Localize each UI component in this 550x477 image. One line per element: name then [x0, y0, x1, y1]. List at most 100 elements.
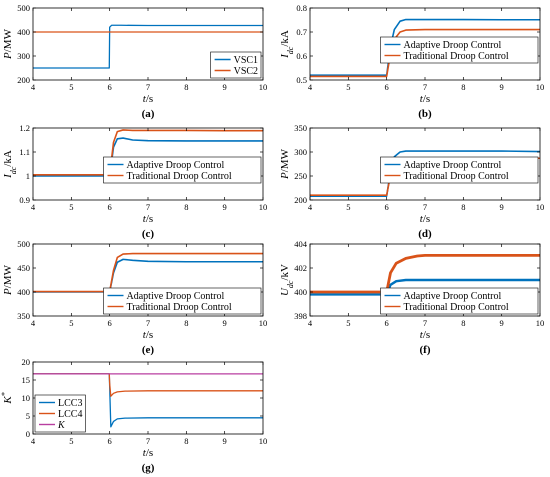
x-tick-label: 6 [108, 318, 112, 328]
y-tick-label: 15 [22, 375, 31, 385]
chart-e: 4 5 6 7 8 9 10 350 400 450 500 P/MW t/s (e) Adaptive D… [2, 239, 267, 356]
chart-f: 4 5 6 7 8 9 10 398 400 402 404 Udc/kV t/s (f) Adaptive… [279, 239, 544, 356]
y-tick-label: 450 [17, 263, 30, 273]
y-tick-label: 500 [17, 3, 30, 13]
series-group [33, 252, 263, 293]
y-tick-label: 400 [17, 27, 30, 37]
series-line-adaptive-droop-control [310, 18, 540, 76]
subfigure-label: (a) [142, 108, 155, 120]
x-tick-label: 9 [500, 82, 504, 92]
x-tick-label: 5 [69, 82, 73, 92]
x-tick-label: 8 [461, 82, 465, 92]
y-tick-label: 398 [294, 311, 307, 321]
chart-d: 4 5 6 7 8 9 10 200 250 300 350 P/MW t/s (d) Adaptive D… [279, 123, 544, 240]
x-axis-label: t/s [143, 447, 153, 459]
x-axis-label: t/s [143, 213, 153, 225]
y-tick-label: 350 [294, 123, 307, 133]
y-tick-label: 400 [294, 287, 307, 297]
series-line-lcc4 [33, 373, 263, 397]
x-tick-label: 9 [500, 202, 504, 212]
y-axis-label: P/MW [279, 148, 291, 180]
x-tick-label: 10 [259, 436, 268, 446]
y-tick-label: 0.6 [296, 51, 307, 61]
x-tick-label: 5 [69, 318, 73, 328]
legend-label: VSC1 [234, 55, 258, 66]
legend-box [380, 287, 539, 315]
subfigure-label: (g) [142, 462, 155, 474]
series-line-adaptive-droop-control [310, 278, 540, 296]
x-tick-label: 7 [423, 202, 427, 212]
x-tick-label: 4 [308, 82, 313, 92]
y-tick-label: 300 [17, 51, 30, 61]
y-tick-label: 0.8 [296, 3, 307, 13]
subfigure-label: (e) [142, 344, 155, 356]
x-tick-label: 9 [223, 202, 227, 212]
series-line-traditional-droop-control [33, 129, 263, 176]
y-tick-label: 404 [294, 239, 308, 249]
y-axis-label: K* [0, 392, 14, 404]
y-tick-label: 0.9 [19, 195, 30, 205]
y-tick-label: 0.7 [296, 27, 307, 37]
y-tick-label: 1 [26, 171, 30, 181]
series-line-traditional-droop-control [310, 253, 540, 294]
x-tick-label: 8 [461, 318, 465, 328]
x-tick-label: 5 [69, 436, 73, 446]
x-axis-label: t/s [143, 93, 153, 105]
y-tick-label: 402 [294, 263, 307, 273]
x-axis-label: t/s [420, 329, 430, 341]
y-tick-label: 400 [17, 287, 30, 297]
x-tick-label: 10 [536, 318, 545, 328]
x-tick-label: 9 [223, 318, 227, 328]
x-tick-label: 6 [108, 202, 112, 212]
y-tick-label: 5 [26, 411, 30, 421]
y-axis-label: P/MW [2, 28, 14, 60]
subfigure-label: (d) [418, 228, 432, 240]
x-tick-label: 7 [146, 436, 150, 446]
legend-label: K [57, 420, 66, 431]
legend-label: LCC3 [58, 398, 82, 409]
x-tick-label: 4 [31, 436, 36, 446]
x-tick-label: 5 [346, 318, 350, 328]
legend-label: Adaptive Droop Control [127, 160, 225, 171]
legend-label: Adaptive Droop Control [404, 291, 502, 302]
x-tick-label: 4 [308, 318, 313, 328]
series-group [33, 129, 263, 177]
y-tick-label: 500 [17, 239, 30, 249]
y-tick-label: 250 [294, 171, 307, 181]
y-tick-label: 0.5 [296, 75, 307, 85]
series-group [310, 253, 540, 296]
x-tick-label: 9 [223, 82, 227, 92]
legend-label: Traditional Droop Control [404, 51, 509, 62]
x-tick-label: 6 [385, 318, 389, 328]
subfigure-label: (f) [420, 344, 431, 356]
x-axis-label: t/s [143, 329, 153, 341]
y-tick-label: 1.2 [19, 123, 30, 133]
series-line-adaptive-droop-control [310, 150, 540, 197]
y-tick-label: 1.1 [19, 147, 30, 157]
x-axis-label: t/s [420, 93, 430, 105]
x-tick-label: 7 [146, 82, 150, 92]
y-tick-label: 20 [22, 357, 31, 367]
y-tick-label: 200 [17, 75, 30, 85]
x-tick-label: 8 [461, 202, 465, 212]
x-tick-label: 8 [184, 436, 188, 446]
y-tick-label: 200 [294, 195, 307, 205]
x-tick-label: 10 [259, 318, 268, 328]
legend-box [380, 156, 539, 184]
y-tick-label: 350 [17, 311, 30, 321]
x-tick-label: 6 [385, 202, 389, 212]
chart-b: 4 5 6 7 8 9 10 0.5 0.6 0.7 0.8 Idc/kA t/s (b) Adaptive… [279, 3, 544, 120]
legend-box [380, 36, 539, 64]
x-tick-label: 5 [346, 82, 350, 92]
x-tick-label: 9 [500, 318, 504, 328]
x-tick-label: 4 [31, 82, 36, 92]
x-tick-label: 5 [69, 202, 73, 212]
legend-label: Traditional Droop Control [404, 171, 509, 182]
legend-box [210, 51, 262, 79]
x-tick-label: 5 [346, 202, 350, 212]
